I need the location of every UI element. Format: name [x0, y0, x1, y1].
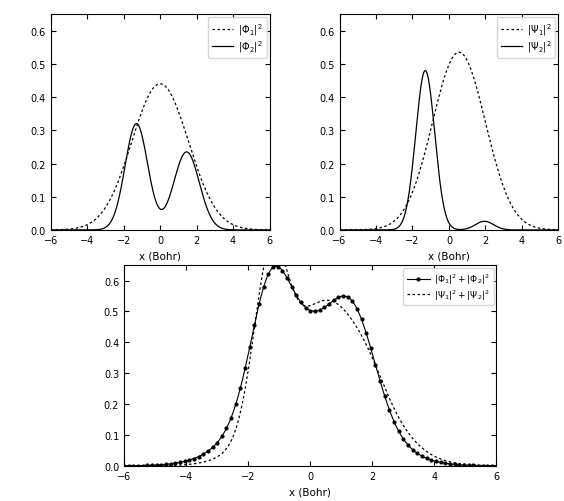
X-axis label: x (Bohr): x (Bohr) [289, 486, 331, 496]
Legend: $|\Psi_1|^2$, $|\Psi_2|^2$: $|\Psi_1|^2$, $|\Psi_2|^2$ [497, 18, 556, 59]
Legend: $|\Phi_1|^2+|\Phi_2|^2$, $|\Psi_1|^2+|\Psi_2|^2$: $|\Phi_1|^2+|\Phi_2|^2$, $|\Psi_1|^2+|\P… [403, 268, 494, 306]
X-axis label: x (Bohr): x (Bohr) [428, 251, 470, 261]
X-axis label: x (Bohr): x (Bohr) [139, 251, 181, 261]
Legend: $|\Phi_1|^2$, $|\Phi_2|^2$: $|\Phi_1|^2$, $|\Phi_2|^2$ [208, 18, 267, 59]
